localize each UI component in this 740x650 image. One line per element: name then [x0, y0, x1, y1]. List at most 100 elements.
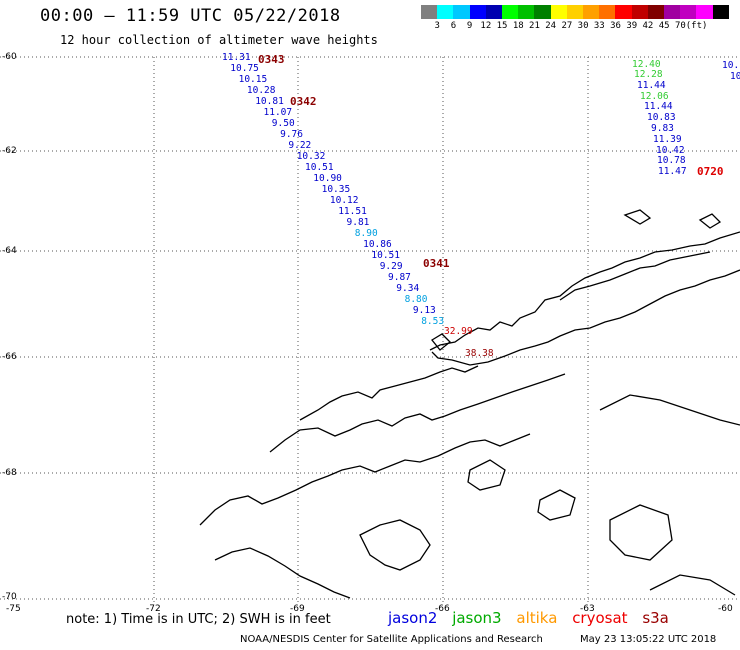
wave-height-label: 10.90	[313, 173, 342, 184]
lon-label-63: -63	[580, 604, 595, 614]
wave-height-label: 11.39	[653, 134, 682, 145]
wave-height-label: 10.15	[238, 74, 268, 85]
wave-height-label: 10.81	[255, 96, 284, 107]
pass-time-label: 0343	[258, 53, 285, 66]
map-subtitle: 12 hour collection of altimeter wave hei…	[60, 33, 378, 47]
graticule	[0, 56, 740, 605]
colorbar-tick-label: 21	[529, 21, 540, 31]
island-3	[537, 489, 576, 521]
wave-height-label: 12.06	[640, 91, 669, 102]
island-6	[649, 574, 736, 596]
legend-jason3: jason3	[452, 609, 502, 627]
lon-label-75: -75	[6, 604, 21, 614]
island-5	[609, 504, 673, 561]
west-coast-lower	[269, 373, 566, 453]
colorbar-swatch	[680, 5, 697, 19]
island-1	[359, 519, 431, 571]
colorbar-swatch	[712, 5, 729, 19]
colorbar-tick-label: 15	[496, 21, 508, 31]
wave-height-label: 12.28	[634, 69, 663, 80]
wave-height-label: 10.35	[321, 184, 351, 195]
colorbar-swatch	[421, 5, 438, 19]
lon-label-66: -66	[435, 604, 450, 614]
lat-label-64: -64	[2, 246, 17, 256]
wave-height-label: 12.40	[632, 59, 661, 70]
wave-height-label: 9.13	[412, 305, 436, 316]
colorbar-tick-label: 3	[434, 21, 440, 31]
lat-label-70: -70	[2, 592, 17, 602]
wave-height-label: 9.50	[271, 118, 295, 129]
lat-label-60: -60	[2, 52, 17, 62]
wave-height-label: 8.90	[354, 228, 378, 239]
colorbar-tick-label: 9	[466, 21, 473, 31]
south-coast	[214, 547, 351, 599]
footer-timestamp: May 23 13:05:22 UTC 2018	[580, 634, 717, 645]
lon-label-60: -60	[718, 604, 733, 614]
colorbar-tick-label: 12	[480, 21, 492, 31]
wave-height-label: 9.87	[388, 272, 411, 283]
coastline	[199, 209, 740, 599]
lat-label-62: -62	[2, 146, 17, 156]
colorbar-swatch	[599, 5, 616, 19]
wave-height-label: 11.47	[658, 166, 687, 177]
wave-height-label: 8.80	[404, 294, 428, 305]
colorbar-swatch	[534, 5, 551, 19]
colorbar-tick-label: 27	[561, 21, 573, 31]
colorbar-tick-label: 6	[450, 21, 457, 31]
island-small-1	[623, 209, 652, 225]
colorbar-swatch	[583, 5, 600, 19]
wave-height-label: 8.53	[421, 316, 445, 327]
wave-height-label: 10.32	[296, 151, 326, 162]
wave-height-label: 9.34	[396, 283, 420, 294]
wave-height-label: 10.78	[657, 155, 686, 166]
island-2	[467, 459, 506, 491]
colorbar-tick-label: 24	[545, 21, 557, 31]
island-4	[599, 394, 740, 426]
colorbar-swatch	[485, 5, 503, 19]
wave-height-label: 10.83	[647, 112, 676, 123]
colorbar-tick-label: 39	[626, 21, 638, 31]
wave-height-label: 10.51	[371, 250, 400, 261]
colorbar-swatch	[437, 5, 454, 19]
wave-height-label: 10.42	[656, 145, 685, 156]
colorbar-swatch	[502, 5, 519, 19]
wave-height-label: 10.12	[329, 195, 359, 206]
wave-height-label: 32.99	[444, 326, 473, 337]
peninsula-north	[559, 251, 711, 301]
pass-time-label: 0341	[423, 257, 450, 270]
colorbar-swatch	[469, 5, 486, 19]
colorbar-tick-label: 18	[512, 21, 524, 31]
colorbar-tick-label: 33	[593, 21, 605, 31]
lon-label-72: -72	[146, 604, 161, 614]
wave-height-label: 11.44	[644, 101, 673, 112]
colorbar-swatch	[566, 5, 584, 19]
note-text: note: 1) Time is in UTC; 2) SWH is in fe…	[66, 612, 331, 627]
wave-height-label: 9.22	[288, 140, 312, 151]
wave-height-label: 9.81	[346, 217, 370, 228]
wave-height-label: 10.51	[305, 162, 334, 173]
colorbar-swatch	[647, 5, 665, 19]
wave-height-label: 38.38	[465, 348, 494, 359]
lat-label-66: -66	[2, 352, 17, 362]
wave-height-label: 11.07	[263, 107, 293, 118]
legend-altika: altika	[516, 609, 558, 627]
colorbar-swatch	[631, 5, 648, 19]
peninsula-coast	[429, 231, 740, 351]
wave-height-label: 10.	[722, 60, 740, 71]
lon-label-69: -69	[290, 604, 305, 614]
island-small-3	[431, 333, 451, 351]
colorbar-swatch	[453, 5, 470, 19]
lat-label-68: -68	[2, 468, 17, 478]
wave-height-label: 11.31	[222, 52, 251, 63]
legend-s3a: s3a	[642, 609, 669, 627]
island-small-2	[698, 213, 722, 229]
west-coast	[299, 365, 479, 421]
colorbar-swatch	[696, 5, 713, 19]
colorbar-swatch	[550, 5, 567, 19]
wave-height-label: 11.44	[637, 80, 666, 91]
colorbar-tick-label: (ft)	[685, 21, 708, 31]
peninsula-coast-south	[431, 269, 740, 366]
wave-height-label: 11.51	[338, 206, 367, 217]
mainland-coast	[199, 433, 531, 526]
